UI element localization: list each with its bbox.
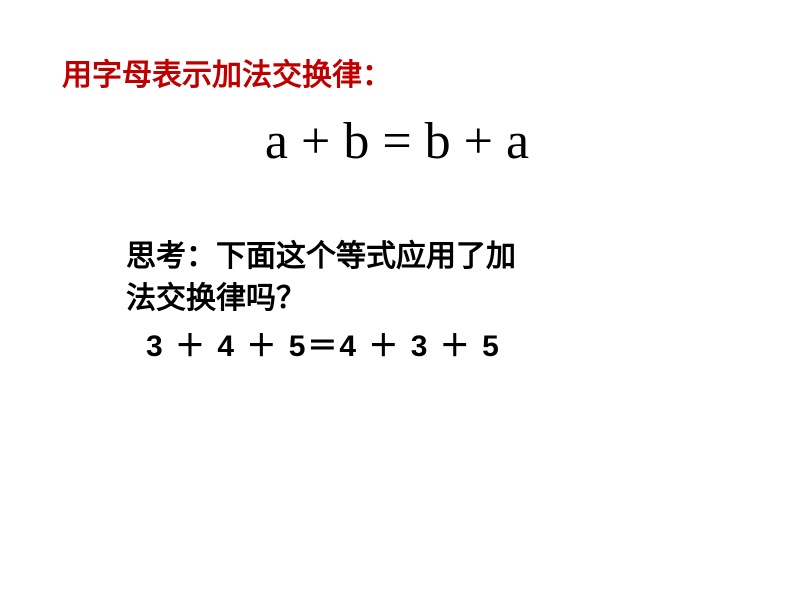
question-section: 思考：下面这个等式应用了加 法交换律吗？ 3 ＋ 4 ＋ 5＝4 ＋ 3 ＋ 5 [126, 236, 666, 369]
equation-text: a + b = b + a [265, 113, 529, 170]
slide-heading: 用字母表示加法交换律： [62, 50, 392, 94]
question-text-line1: 思考：下面这个等式应用了加 [126, 236, 666, 278]
heading-text: 用字母表示加法交换律： [62, 59, 392, 92]
question-example-equation: 3 ＋ 4 ＋ 5＝4 ＋ 3 ＋ 5 [126, 324, 666, 369]
question-text-line2: 法交换律吗？ [126, 278, 666, 320]
main-equation: a + b = b + a [0, 112, 794, 171]
